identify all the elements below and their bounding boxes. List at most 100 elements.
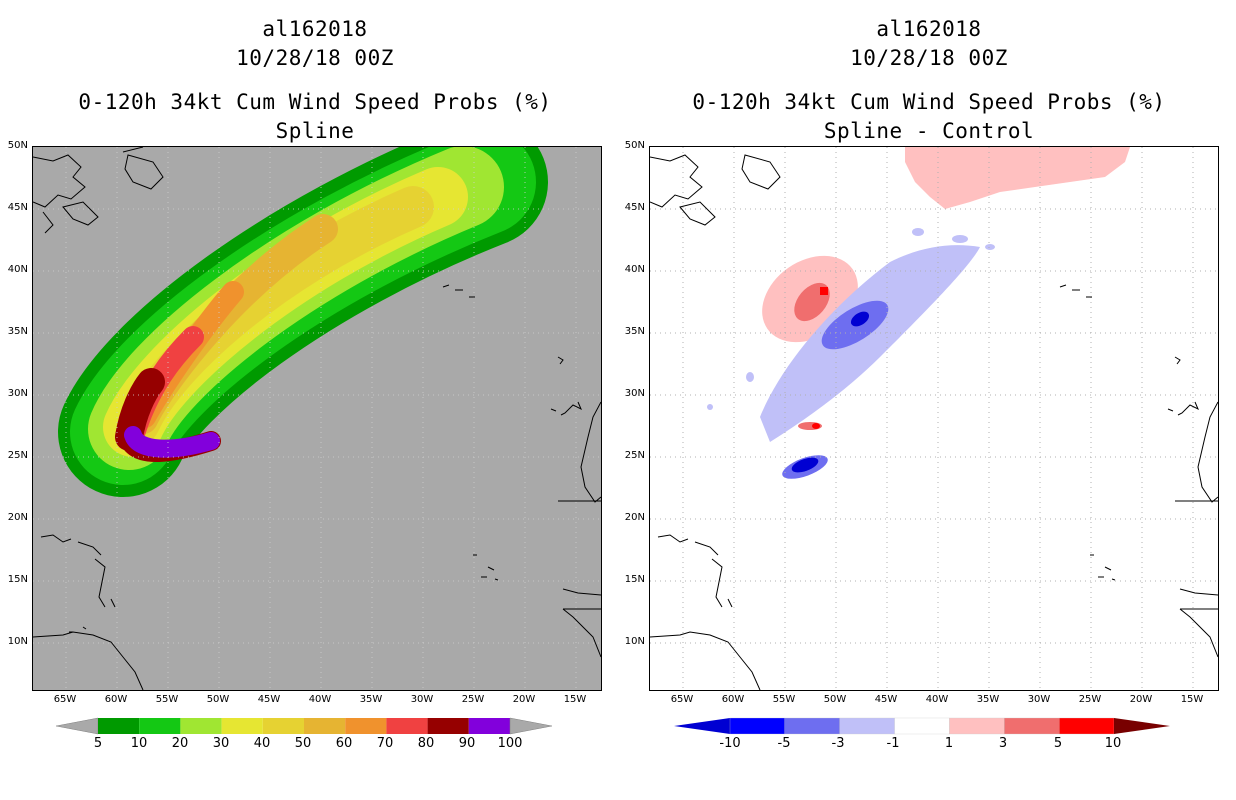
right-colorbar-label: -10 — [719, 736, 741, 751]
right-storm-id: al162018 — [876, 17, 982, 41]
left-colorbar-under-arrow — [56, 717, 99, 735]
right-lon-label: 40W — [925, 694, 949, 705]
right-lon-label: 30W — [1027, 694, 1051, 705]
left-coastlines — [33, 147, 601, 690]
right-colorbar-cell — [729, 717, 786, 735]
right-product-title: 0-120h 34kt Cum Wind Speed Probs (%) — [692, 90, 1166, 114]
left-colorbar-cell — [468, 718, 510, 734]
right-lon-label: 35W — [976, 694, 1000, 705]
right-lon-label: 20W — [1129, 694, 1153, 705]
left-colorbar-cell — [262, 718, 304, 734]
right-colorbar — [674, 717, 1170, 735]
left-probability-map — [32, 146, 602, 691]
left-lon-label: 55W — [155, 694, 179, 705]
left-product-title: 0-120h 34kt Cum Wind Speed Probs (%) — [78, 90, 552, 114]
left-colorbar-cell — [139, 718, 181, 734]
right-lat-label: 20N — [624, 512, 645, 523]
left-colorbar-label: 5 — [93, 736, 103, 751]
right-lon-label: 50W — [823, 694, 847, 705]
left-lon-label: 20W — [512, 694, 536, 705]
left-colorbar-label: 20 — [171, 736, 189, 751]
right-lon-label: 25W — [1078, 694, 1102, 705]
right-lon-label: 15W — [1180, 694, 1204, 705]
right-colorbar-over-arrow — [1114, 718, 1170, 734]
left-colorbar-cell — [427, 718, 469, 734]
right-colorbar-label: 10 — [1104, 736, 1122, 751]
left-colorbar-cell — [98, 718, 140, 734]
right-colorbar-cell — [894, 717, 950, 735]
right-lat-label: 30N — [624, 388, 645, 399]
left-lat-label: 50N — [7, 140, 28, 151]
right-lat-label: 25N — [624, 450, 645, 461]
right-colorbar-label: 3 — [998, 736, 1008, 751]
left-lon-label: 30W — [410, 694, 434, 705]
left-lat-label: 25N — [7, 450, 28, 461]
right-lat-label: 35N — [624, 326, 645, 337]
right-lat-label: 40N — [624, 264, 645, 275]
right-difference-map — [649, 146, 1219, 691]
left-colorbar-cell — [345, 718, 387, 734]
right-colorbar-label: 1 — [944, 736, 954, 751]
right-coastlines — [650, 154, 1218, 690]
right-map-graphic — [650, 147, 1218, 690]
left-colorbar-label: 70 — [376, 736, 394, 751]
left-colorbar-cells — [98, 718, 510, 734]
left-colorbar-cell — [304, 718, 346, 734]
right-colorbar-label: -3 — [831, 736, 845, 751]
left-colorbar-label: 50 — [294, 736, 312, 751]
left-colorbar-label: 80 — [417, 736, 435, 751]
right-colorbar-cell — [1004, 717, 1060, 735]
left-colorbar-cell — [386, 718, 428, 734]
left-colorbar-label: 100 — [497, 736, 523, 751]
right-colorbar-cell — [1059, 717, 1115, 735]
left-colorbar-label: 30 — [212, 736, 230, 751]
left-colorbar-cell — [180, 718, 222, 734]
right-datetime: 10/28/18 00Z — [850, 46, 1008, 70]
right-lon-label: 65W — [670, 694, 694, 705]
left-lat-label: 30N — [7, 388, 28, 399]
left-lon-label: 60W — [104, 694, 128, 705]
left-lon-label: 25W — [461, 694, 485, 705]
left-colorbar-label: 60 — [335, 736, 353, 751]
left-lon-label: 50W — [206, 694, 230, 705]
left-storm-id: al162018 — [262, 17, 368, 41]
right-colorbar-cell — [839, 717, 895, 735]
right-lat-label: 45N — [624, 202, 645, 213]
left-colorbar-label: 90 — [458, 736, 476, 751]
right-subtitle: Spline - Control — [823, 119, 1035, 143]
right-colorbar-cell — [784, 717, 840, 735]
right-lon-label: 55W — [772, 694, 796, 705]
left-colorbar-cell — [221, 718, 263, 734]
right-lat-label: 50N — [624, 140, 645, 151]
right-colorbar-cells — [729, 717, 1115, 735]
left-graticule — [33, 147, 601, 690]
right-colorbar-cell — [949, 717, 1005, 735]
right-difference-contours — [707, 147, 1130, 479]
left-colorbar-label: 10 — [130, 736, 148, 751]
left-datetime: 10/28/18 00Z — [236, 46, 394, 70]
left-probability-contours — [58, 147, 548, 497]
right-colorbar-label: -5 — [777, 736, 791, 751]
left-lat-label: 40N — [7, 264, 28, 275]
left-lat-label: 10N — [7, 636, 28, 647]
left-colorbar-label: 40 — [253, 736, 271, 751]
left-lat-label: 45N — [7, 202, 28, 213]
right-lon-label: 45W — [874, 694, 898, 705]
left-lon-label: 15W — [563, 694, 587, 705]
left-lon-label: 40W — [308, 694, 332, 705]
right-lat-label: 10N — [624, 636, 645, 647]
left-lat-label: 20N — [7, 512, 28, 523]
left-subtitle: Spline — [275, 119, 355, 143]
left-lon-label: 45W — [257, 694, 281, 705]
left-lon-label: 35W — [359, 694, 383, 705]
left-lat-label: 35N — [7, 326, 28, 337]
right-colorbar-under-arrow — [674, 718, 730, 734]
right-lon-label: 60W — [721, 694, 745, 705]
left-map-graphic — [33, 147, 601, 690]
left-lat-label: 15N — [7, 574, 28, 585]
left-lon-label: 65W — [53, 694, 77, 705]
right-colorbar-label: 5 — [1053, 736, 1063, 751]
right-colorbar-label: -1 — [886, 736, 900, 751]
left-colorbar-over-arrow — [509, 717, 553, 735]
right-lat-label: 15N — [624, 574, 645, 585]
